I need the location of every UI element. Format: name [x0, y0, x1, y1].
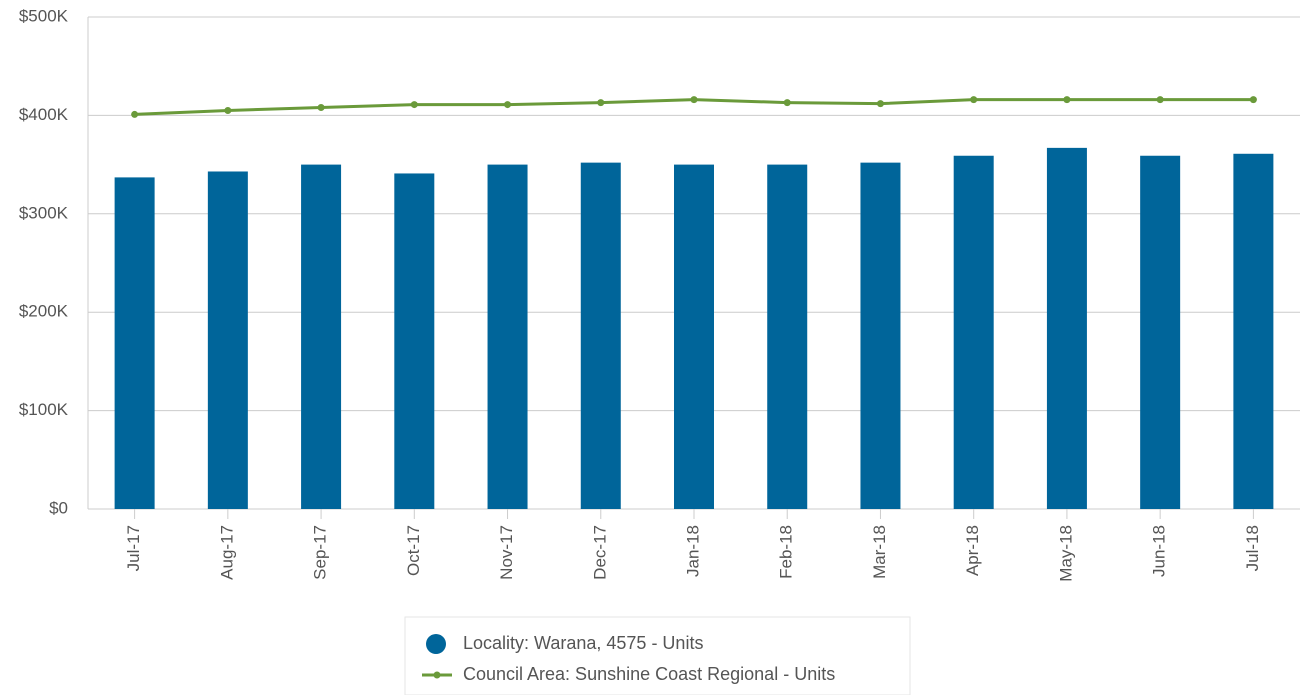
line-point: [1156, 96, 1164, 104]
bar: [1140, 155, 1181, 509]
legend-label: Locality: Warana, 4575 - Units: [463, 633, 703, 653]
legend-label: Council Area: Sunshine Coast Regional - …: [463, 664, 835, 684]
y-tick-label: $100K: [19, 400, 69, 419]
x-tick-label: Apr-18: [963, 525, 982, 576]
bar: [674, 164, 714, 509]
x-tick-label: Jan-18: [683, 525, 702, 577]
y-tick-label: $500K: [19, 6, 69, 25]
legend-box: [404, 616, 911, 695]
x-tick-label: Oct-17: [404, 525, 423, 576]
x-tick-label: Sep-17: [311, 525, 330, 580]
y-tick-label: $400K: [19, 105, 69, 124]
y-tick-label: $300K: [19, 203, 69, 222]
x-tick-label: May-18: [1056, 525, 1075, 582]
x-tick-label: Nov-17: [497, 525, 516, 580]
line-point: [783, 99, 791, 107]
y-tick-label: $200K: [19, 302, 69, 321]
bar: [394, 173, 435, 509]
bar: [1046, 147, 1087, 509]
bar: [487, 164, 528, 509]
x-tick-label: Jul-17: [124, 525, 143, 571]
y-tick-label: $0: [49, 498, 68, 517]
line-point: [690, 96, 698, 104]
line-point: [970, 96, 978, 104]
line-point: [876, 100, 884, 108]
bar: [860, 162, 901, 509]
x-tick-label: Dec-17: [590, 525, 609, 580]
x-tick-label: Jul-18: [1243, 525, 1262, 571]
bar: [953, 155, 994, 509]
bar: [580, 162, 621, 509]
line-point: [597, 99, 605, 107]
legend-symbol: [426, 634, 446, 654]
legend-symbol: [433, 671, 441, 679]
x-tick-label: Mar-18: [870, 525, 889, 579]
line-point: [317, 104, 325, 112]
x-tick-label: Aug-17: [217, 525, 236, 580]
bar: [301, 164, 342, 509]
x-tick-label: Feb-18: [777, 525, 796, 579]
line-point: [410, 101, 418, 109]
line-point: [504, 101, 512, 109]
line-point: [131, 110, 139, 118]
line-point: [1063, 96, 1071, 104]
bar: [207, 171, 248, 509]
x-tick-label: Jun-18: [1150, 525, 1169, 577]
bar: [767, 164, 808, 509]
line-point: [224, 106, 232, 114]
line-point: [1249, 96, 1257, 104]
bar: [1233, 153, 1274, 509]
bar: [114, 177, 155, 509]
